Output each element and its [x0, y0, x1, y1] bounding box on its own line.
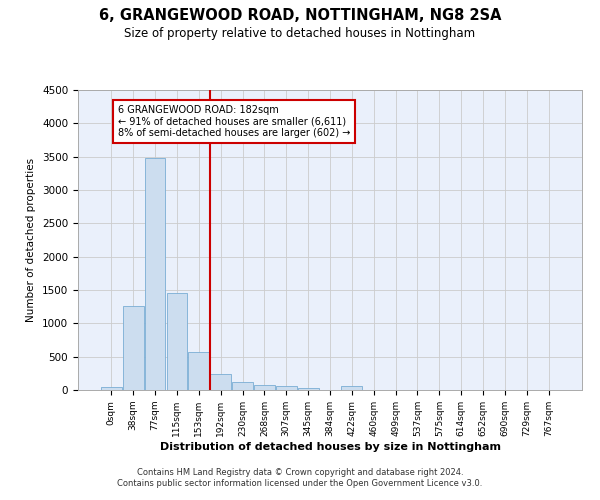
- Bar: [276, 386, 296, 390]
- Bar: [167, 293, 187, 390]
- Bar: [101, 388, 122, 390]
- Bar: [123, 306, 143, 390]
- Bar: [145, 158, 166, 390]
- Text: Size of property relative to detached houses in Nottingham: Size of property relative to detached ho…: [124, 28, 476, 40]
- Bar: [210, 374, 231, 390]
- Text: 6 GRANGEWOOD ROAD: 182sqm
← 91% of detached houses are smaller (6,611)
8% of sem: 6 GRANGEWOOD ROAD: 182sqm ← 91% of detac…: [118, 104, 350, 138]
- Bar: [254, 384, 275, 390]
- Bar: [232, 382, 253, 390]
- Text: 6, GRANGEWOOD ROAD, NOTTINGHAM, NG8 2SA: 6, GRANGEWOOD ROAD, NOTTINGHAM, NG8 2SA: [99, 8, 501, 22]
- Text: Distribution of detached houses by size in Nottingham: Distribution of detached houses by size …: [160, 442, 500, 452]
- Bar: [188, 352, 209, 390]
- Text: Contains HM Land Registry data © Crown copyright and database right 2024.
Contai: Contains HM Land Registry data © Crown c…: [118, 468, 482, 487]
- Bar: [298, 388, 319, 390]
- Bar: [341, 386, 362, 390]
- Y-axis label: Number of detached properties: Number of detached properties: [26, 158, 37, 322]
